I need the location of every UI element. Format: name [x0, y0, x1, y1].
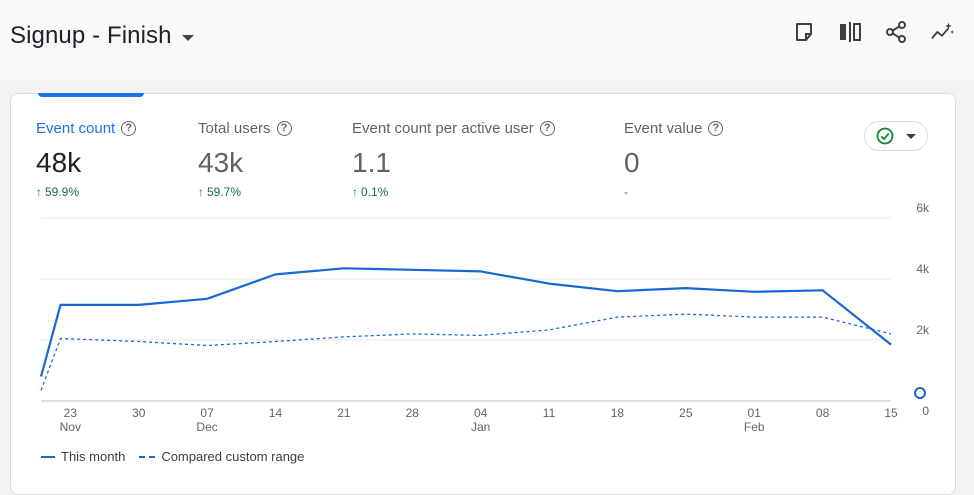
compare-button[interactable]: [838, 20, 862, 44]
metric-tab-total-users[interactable]: Total users ? 43k ↑ 59.7%: [198, 118, 292, 200]
x-tick-label: 04: [474, 406, 488, 420]
help-icon[interactable]: ?: [121, 120, 137, 136]
metric-label-container: Event value ?: [624, 118, 724, 138]
legend-swatch-dashed: [139, 455, 156, 458]
x-tick-label: 25: [679, 406, 693, 420]
x-tick-label: 07: [200, 406, 214, 420]
metric-change-value: 0.1%: [361, 185, 389, 199]
metric-label-container: Event count per active user ?: [352, 118, 555, 138]
x-tick-month-label: Feb: [744, 420, 765, 434]
metric-value: 43k: [198, 147, 244, 178]
series-line-this-month: [39, 267, 892, 377]
legend-swatch-solid: [41, 455, 55, 458]
metric-value: 1.1: [352, 147, 391, 178]
dropdown-arrow-icon: [181, 35, 194, 41]
x-tick-label: 01: [748, 406, 762, 420]
series-line-compared: [40, 313, 892, 391]
x-tick-month-label: Nov: [60, 420, 81, 434]
share-icon: [886, 21, 906, 43]
metric-label: Event count per active user: [352, 119, 534, 137]
toolbar: [792, 20, 954, 44]
x-tick-label: 23: [64, 406, 78, 420]
note-icon: [796, 23, 812, 41]
metric-label-container: Total users ?: [198, 118, 292, 138]
active-tab-indicator: [38, 93, 144, 97]
x-tick-label: 14: [269, 406, 283, 420]
metric-change: ↑ 59.9%: [36, 184, 136, 200]
metric-change-value: -: [624, 185, 628, 199]
check-circle-icon: [876, 127, 894, 145]
metric-label: Event value: [624, 119, 703, 137]
compare-columns-icon: [840, 22, 861, 42]
metric-value: 48k: [36, 147, 82, 178]
x-tick-label: 21: [337, 406, 351, 420]
page-title: Signup - Finish: [10, 22, 172, 49]
arrow-up-icon: ↑: [36, 185, 42, 199]
x-tick-label: 28: [406, 406, 420, 420]
x-tick-label: 15: [884, 406, 898, 420]
report-title-selector[interactable]: Signup - Finish: [10, 22, 194, 50]
metric-change: ↑ 59.7%: [198, 184, 292, 200]
y-tick-label: 6k: [916, 201, 930, 215]
insights-button[interactable]: [930, 20, 954, 44]
metric-tab-event-count[interactable]: Event count ? 48k ↑ 59.9%: [36, 118, 137, 200]
help-icon[interactable]: ?: [276, 120, 292, 136]
legend-label: Compared custom range: [161, 449, 305, 464]
metric-label-container: Event count ?: [36, 118, 137, 138]
x-tick-month-label: Dec: [196, 420, 217, 434]
legend-label: This month: [61, 449, 126, 464]
metric-change-value: 59.7%: [207, 185, 242, 199]
metric-tab-event-count-per-user[interactable]: Event count per active user ? 1.1 ↑ 0.1%: [352, 118, 555, 200]
chevron-down-icon: [906, 133, 916, 139]
help-icon[interactable]: ?: [708, 120, 724, 136]
arrow-up-icon: ↑: [352, 185, 358, 199]
metric-value: 0: [624, 147, 640, 178]
metric-label: Event count: [36, 119, 116, 137]
note-button[interactable]: [792, 20, 816, 44]
help-icon[interactable]: ?: [539, 120, 555, 136]
x-tick-label: 18: [611, 406, 625, 420]
chart-legend: This month Compared custom range: [41, 449, 304, 464]
metric-change-value: 59.9%: [45, 185, 80, 199]
legend-item-this-month[interactable]: This month: [41, 449, 125, 464]
y-tick-label: 4k: [916, 262, 930, 276]
y-tick-label: 2k: [916, 323, 930, 337]
metric-change: -: [624, 184, 723, 200]
comparison-status-button[interactable]: [864, 121, 928, 151]
x-tick-month-label: Jan: [471, 420, 490, 434]
metric-label: Total users: [198, 119, 271, 137]
legend-item-compared[interactable]: Compared custom range: [139, 449, 304, 464]
metric-tab-event-value[interactable]: Event value ? 0 -: [624, 118, 724, 200]
page-header: Signup - Finish: [0, 0, 974, 80]
metrics-card: Event count ? 48k ↑ 59.9% Total users ? …: [10, 93, 956, 495]
x-tick-label: 11: [543, 406, 556, 420]
x-tick-label: 30: [132, 406, 146, 420]
insights-icon: [931, 22, 954, 40]
x-tick-label: 08: [816, 406, 830, 420]
y-tick-label: 0: [922, 404, 929, 418]
share-button[interactable]: [884, 20, 908, 44]
arrow-up-icon: ↑: [198, 185, 204, 199]
zero-point-marker: [914, 387, 926, 399]
metric-change: ↑ 0.1%: [352, 184, 555, 200]
